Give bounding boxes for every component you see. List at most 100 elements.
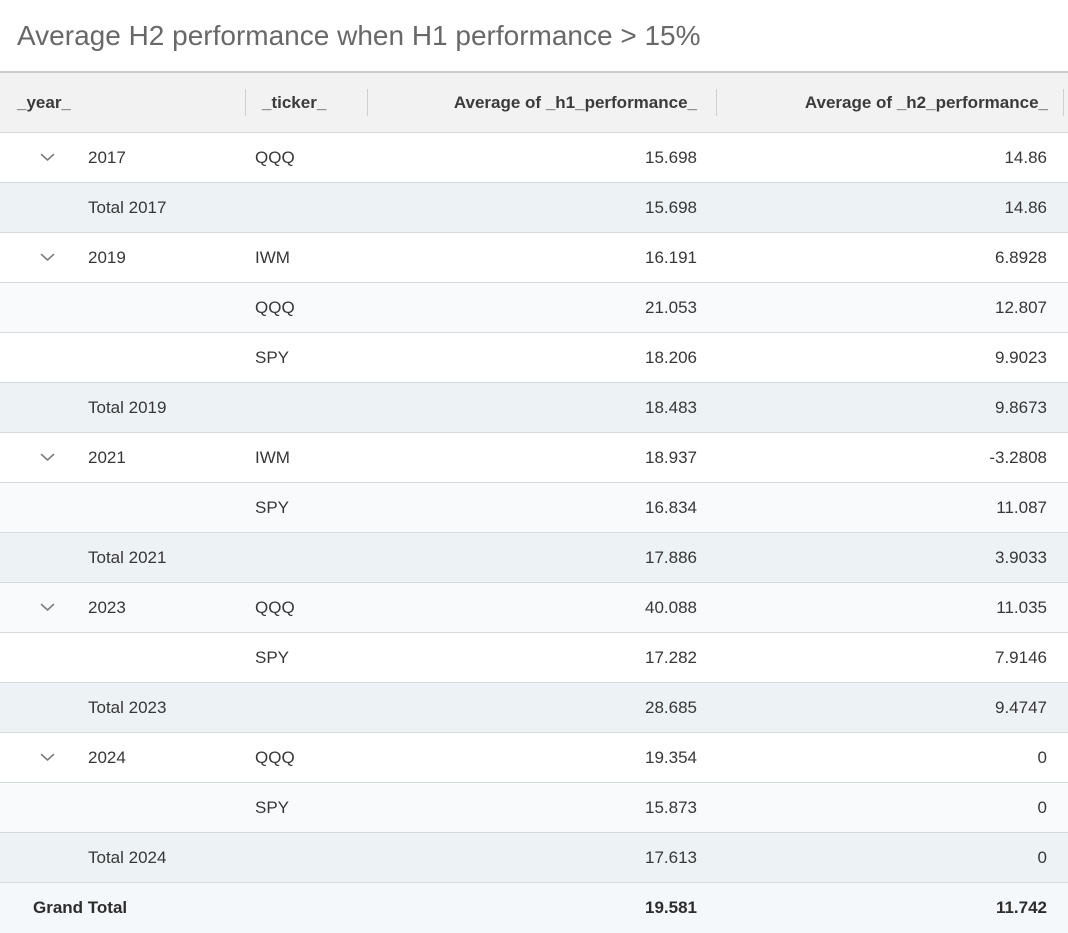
- year-cell: [0, 333, 245, 382]
- row-filler: [1063, 283, 1068, 332]
- row-filler: [1063, 233, 1068, 282]
- h2-average-cell: 11.035: [996, 597, 1047, 617]
- total-row: Total 2017 15.698 14.86: [0, 183, 1068, 233]
- h2-average-cell: 12.807: [995, 297, 1047, 317]
- row-filler: [1063, 333, 1068, 382]
- year-cell: [0, 633, 245, 682]
- ticker-cell: IWM: [255, 247, 290, 267]
- table-row: SPY 15.873 0: [0, 783, 1068, 833]
- column-header-h2-average: Average of _h2_performance_: [716, 73, 1063, 132]
- h1-average-cell: 17.613: [645, 847, 697, 867]
- ticker-cell: [245, 183, 367, 232]
- h2-average-cell: 0: [1037, 747, 1047, 767]
- ticker-cell: [245, 833, 367, 882]
- chevron-down-icon[interactable]: [40, 753, 55, 763]
- grand-total-row: Grand Total 19.581 11.742: [0, 883, 1068, 933]
- total-label: Total 2023: [88, 697, 167, 717]
- total-row: Total 2024 17.613 0: [0, 833, 1068, 883]
- year-label: 2024: [88, 747, 126, 767]
- row-filler: [1063, 533, 1068, 582]
- page-title: Average H2 performance when H1 performan…: [17, 19, 701, 51]
- table-row: QQQ 21.053 12.807: [0, 283, 1068, 333]
- row-filler: [1063, 833, 1068, 882]
- table-body: 2017 QQQ 15.698 14.86 Total 2017 15.698 14.86 2…: [0, 133, 1068, 933]
- table-row: 2017 QQQ 15.698 14.86: [0, 133, 1068, 183]
- ticker-cell: [245, 683, 367, 732]
- h1-average-cell: 18.937: [645, 447, 697, 467]
- year-cell: [0, 283, 245, 332]
- row-filler: [1063, 133, 1068, 182]
- ticker-cell: [245, 383, 367, 432]
- h1-average-cell: 16.191: [645, 247, 697, 267]
- total-row: Total 2021 17.886 3.9033: [0, 533, 1068, 583]
- title-bar: Average H2 performance when H1 performan…: [0, 0, 1068, 73]
- table-row: 2023 QQQ 40.088 11.035: [0, 583, 1068, 633]
- year-cell: 2024: [0, 733, 245, 782]
- year-cell: 2021: [0, 433, 245, 482]
- year-cell: 2023: [0, 583, 245, 632]
- column-header-ticker: _ticker_: [245, 73, 367, 132]
- h2-average-cell: 14.86: [1004, 197, 1047, 217]
- ticker-cell: SPY: [255, 347, 290, 367]
- column-header-h1-average: Average of _h1_performance_: [367, 73, 716, 132]
- ticker-cell: [245, 883, 367, 933]
- year-cell: [0, 483, 245, 532]
- year-label: 2021: [88, 447, 126, 467]
- row-filler: [1063, 483, 1068, 532]
- row-filler: [1063, 583, 1068, 632]
- ticker-cell: QQQ: [255, 747, 295, 767]
- table-row: 2024 QQQ 19.354 0: [0, 733, 1068, 783]
- h2-average-cell: 0: [1037, 847, 1047, 867]
- ticker-cell: IWM: [255, 447, 290, 467]
- h1-average-cell: 15.698: [645, 147, 697, 167]
- h1-average-cell: 21.053: [645, 297, 697, 317]
- year-label: 2019: [88, 247, 126, 267]
- row-filler: [1063, 783, 1068, 832]
- h2-average-cell: 9.8673: [995, 397, 1047, 417]
- ticker-cell: QQQ: [255, 597, 295, 617]
- chevron-down-icon[interactable]: [40, 603, 55, 613]
- ticker-cell: SPY: [255, 647, 290, 667]
- year-cell: 2017: [0, 133, 245, 182]
- h2-average-cell: 7.9146: [995, 647, 1047, 667]
- chevron-down-icon[interactable]: [40, 453, 55, 463]
- total-label: Total 2019: [88, 397, 167, 417]
- h1-average-cell: 18.206: [645, 347, 697, 367]
- table-row: SPY 18.206 9.9023: [0, 333, 1068, 383]
- h1-average-cell: 17.886: [645, 547, 697, 567]
- h2-average-cell: 11.742: [995, 898, 1047, 917]
- ticker-cell: SPY: [255, 497, 290, 517]
- h1-average-cell: 19.581: [645, 898, 697, 917]
- ticker-cell: [245, 533, 367, 582]
- table-row: SPY 17.282 7.9146: [0, 633, 1068, 683]
- chevron-down-icon[interactable]: [40, 253, 55, 263]
- total-label: Total 2017: [88, 197, 167, 217]
- h2-average-cell: 9.9023: [995, 347, 1047, 367]
- h2-average-cell: 14.86: [1004, 147, 1047, 167]
- row-filler: [1063, 733, 1068, 782]
- row-filler: [1063, 433, 1068, 482]
- ticker-cell: SPY: [255, 797, 290, 817]
- h1-average-cell: 15.698: [645, 197, 697, 217]
- h1-average-cell: 15.873: [645, 797, 697, 817]
- row-filler: [1063, 183, 1068, 232]
- total-label: Total 2021: [88, 547, 167, 567]
- table-row: SPY 16.834 11.087: [0, 483, 1068, 533]
- h1-average-cell: 40.088: [645, 597, 697, 617]
- row-filler: [1063, 683, 1068, 732]
- year-cell: [0, 783, 245, 832]
- chevron-down-icon[interactable]: [40, 153, 55, 163]
- table-row: 2021 IWM 18.937 -3.2808: [0, 433, 1068, 483]
- grand-total-label: Grand Total: [33, 898, 128, 917]
- h1-average-cell: 19.354: [645, 747, 697, 767]
- table-header-row: _year_ _ticker_ Average of _h1_performan…: [0, 73, 1068, 133]
- h2-average-cell: 9.4747: [995, 697, 1047, 717]
- h1-average-cell: 16.834: [645, 497, 697, 517]
- year-label: 2023: [88, 597, 126, 617]
- h1-average-cell: 28.685: [645, 697, 697, 717]
- ticker-cell: QQQ: [255, 147, 295, 167]
- total-row: Total 2023 28.685 9.4747: [0, 683, 1068, 733]
- table-row: 2019 IWM 16.191 6.8928: [0, 233, 1068, 283]
- row-filler: [1063, 383, 1068, 432]
